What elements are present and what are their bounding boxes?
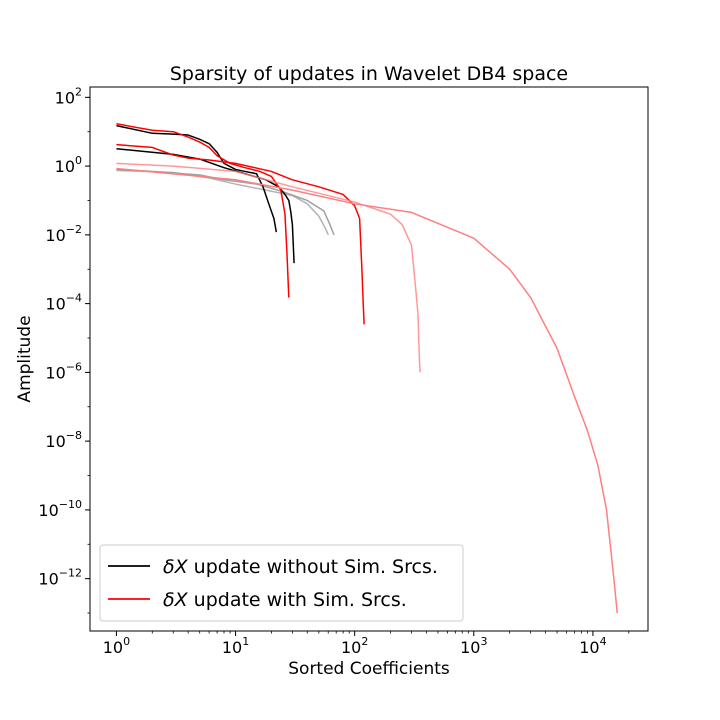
x-tick-base: 10 (103, 638, 123, 657)
y-tick-label-5: 10−8 (45, 429, 82, 451)
y-tick-exponent: −10 (59, 498, 82, 511)
y-tick-label-3: 10−4 (45, 292, 82, 314)
x-tick-exponent: 3 (480, 635, 487, 648)
x-tick-label-4: 104 (579, 635, 606, 657)
series-line-3 (116, 124, 278, 233)
legend-box (99, 544, 464, 622)
chart-title: Sparsity of updates in Wavelet DB4 space (170, 63, 568, 85)
x-axis-label: Sorted Coefficients (288, 659, 450, 679)
y-tick-base: 10 (45, 295, 65, 314)
y-tick-exponent: 0 (75, 154, 82, 167)
y-tick-exponent: 2 (75, 85, 82, 98)
y-tick-base: 10 (38, 501, 58, 520)
x-axis-ticks: 100 101 102 103 104 (103, 631, 630, 657)
series-line-6 (116, 162, 421, 373)
y-tick-label-6: 10−10 (38, 498, 82, 520)
y-axis-label: Amplitude (15, 315, 35, 402)
y-tick-base: 10 (55, 157, 75, 176)
x-tick-exponent: 0 (123, 635, 130, 648)
series-line-5 (116, 143, 365, 325)
y-tick-base: 10 (45, 432, 65, 451)
x-tick-exponent: 4 (600, 635, 607, 648)
y-tick-label-2: 10−2 (45, 223, 82, 245)
series-layer (116, 123, 618, 614)
y-tick-exponent: −12 (59, 567, 82, 580)
x-tick-base: 10 (460, 638, 480, 657)
y-tick-base: 10 (55, 88, 75, 107)
x-tick-base: 10 (579, 638, 599, 657)
y-tick-exponent: −2 (66, 223, 82, 236)
legend: δX update without Sim. Srcs. δX update w… (99, 544, 464, 622)
x-tick-label-1: 101 (222, 635, 249, 657)
series-line-7 (116, 167, 618, 614)
y-tick-exponent: −6 (66, 360, 82, 373)
x-tick-label-2: 102 (341, 635, 368, 657)
y-tick-exponent: −4 (66, 292, 82, 305)
x-tick-exponent: 2 (361, 635, 368, 648)
y-tick-label-1: 100 (55, 154, 82, 176)
y-tick-label-4: 10−6 (45, 360, 82, 382)
y-tick-label-0: 102 (55, 85, 82, 107)
legend-entry-without: δX update without Sim. Srcs. (163, 556, 438, 578)
legend-math-with: δX (163, 589, 189, 611)
x-tick-label-3: 103 (460, 635, 487, 657)
plot-frame (89, 86, 649, 632)
x-tick-exponent: 1 (242, 635, 249, 648)
x-tick-label-0: 100 (103, 635, 130, 657)
y-tick-base: 10 (45, 363, 65, 382)
legend-label-with: update with Sim. Srcs. (188, 589, 407, 611)
y-tick-label-7: 10−12 (38, 567, 82, 589)
legend-math-without: δX (163, 556, 189, 578)
legend-entry-with: δX update with Sim. Srcs. (163, 589, 407, 611)
x-tick-base: 10 (341, 638, 361, 657)
y-tick-exponent: −8 (66, 429, 82, 442)
legend-label-without: update without Sim. Srcs. (188, 556, 438, 578)
y-tick-base: 10 (45, 226, 65, 245)
y-tick-base: 10 (38, 570, 58, 589)
x-tick-base: 10 (222, 638, 242, 657)
